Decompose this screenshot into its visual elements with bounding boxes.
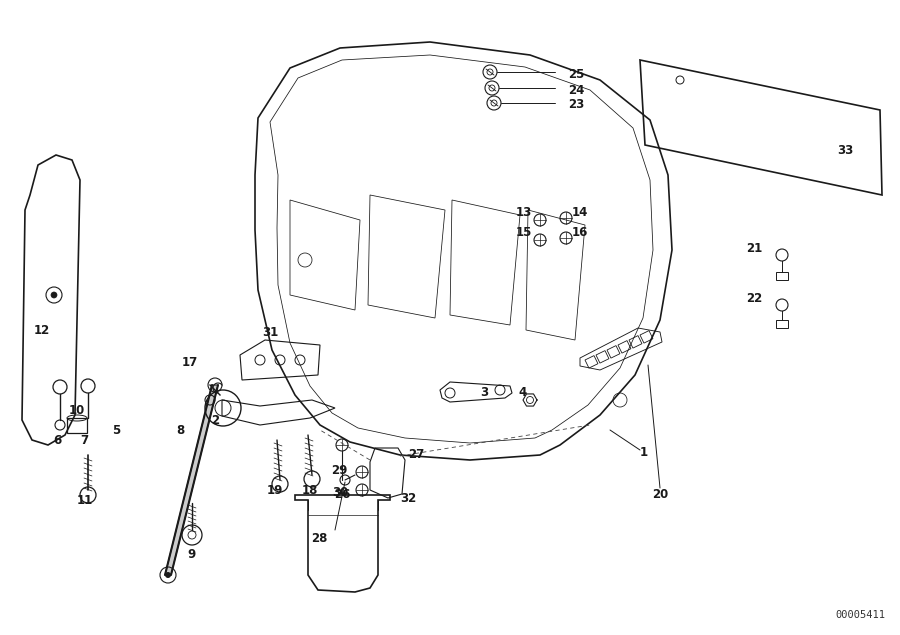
Circle shape (51, 292, 57, 298)
Bar (607, 345, 620, 358)
Text: 10: 10 (69, 403, 86, 417)
Bar (776, 272, 788, 280)
Text: 27: 27 (408, 448, 424, 462)
Bar (67, 418, 87, 433)
Text: 6: 6 (53, 434, 61, 446)
Text: 9: 9 (188, 549, 196, 561)
Text: 20: 20 (652, 488, 668, 502)
Text: 32: 32 (400, 491, 416, 504)
Text: 22: 22 (746, 291, 762, 305)
Text: 29: 29 (331, 464, 348, 476)
Text: 24: 24 (568, 83, 584, 97)
Bar (585, 356, 598, 368)
Text: 21: 21 (746, 241, 762, 255)
Text: 15: 15 (516, 225, 532, 239)
Text: 5: 5 (112, 424, 121, 436)
Bar (776, 320, 788, 328)
Bar (618, 340, 631, 353)
Text: 4: 4 (518, 387, 526, 399)
Text: 8: 8 (176, 424, 184, 436)
Text: 25: 25 (568, 67, 584, 81)
Text: 23: 23 (568, 98, 584, 112)
Text: 19: 19 (266, 483, 284, 497)
Text: 7: 7 (80, 434, 88, 446)
Text: 13: 13 (516, 206, 532, 218)
Text: 3: 3 (480, 387, 488, 399)
Text: 33: 33 (837, 144, 853, 156)
Text: 2: 2 (211, 413, 219, 427)
Text: 18: 18 (302, 483, 319, 497)
Bar (629, 336, 642, 348)
Text: 28: 28 (311, 531, 328, 544)
Text: 17: 17 (182, 356, 198, 368)
Text: 12: 12 (34, 323, 50, 337)
Circle shape (165, 572, 171, 578)
Polygon shape (165, 385, 218, 575)
Text: 31: 31 (262, 326, 278, 338)
Text: 26: 26 (334, 488, 350, 502)
Text: 14: 14 (572, 206, 589, 218)
Text: 00005411: 00005411 (835, 610, 885, 620)
Text: 1: 1 (640, 446, 648, 458)
Text: 11: 11 (76, 493, 93, 507)
Bar (596, 351, 609, 363)
Text: 30: 30 (332, 486, 348, 498)
Text: 16: 16 (572, 225, 589, 239)
Bar (640, 331, 652, 343)
